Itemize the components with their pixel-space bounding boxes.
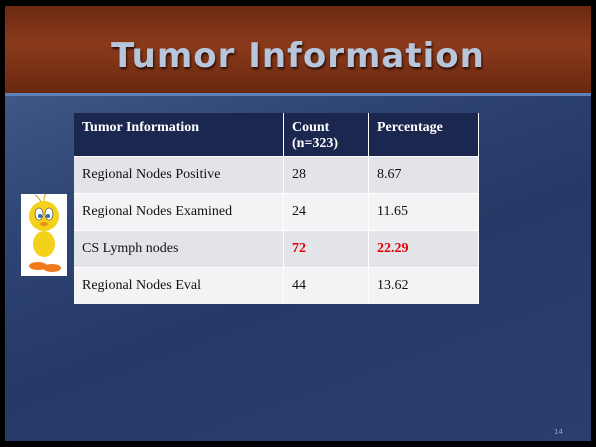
page-number: 14: [554, 428, 563, 436]
table-cell: 28: [284, 157, 369, 194]
page: Tumor Information Tumor InformationCount…: [0, 0, 596, 447]
tweety-image: [21, 194, 67, 276]
header-cell: Count (n=323): [284, 113, 369, 157]
table-cell: Regional Nodes Eval: [74, 268, 284, 305]
table-cell: 24: [284, 194, 369, 231]
header-cell: Percentage: [369, 113, 479, 157]
table-cell: 44: [284, 268, 369, 305]
table-cell: 13.62: [369, 268, 479, 305]
table-cell: 72: [284, 231, 369, 268]
title-rule: [5, 93, 591, 96]
table-cell: 22.29: [369, 231, 479, 268]
header-cell: Tumor Information: [74, 113, 284, 157]
table-cell: Regional Nodes Positive: [74, 157, 284, 194]
table-cell: 8.67: [369, 157, 479, 194]
table-cell: 11.65: [369, 194, 479, 231]
table-cell: CS Lymph nodes: [74, 231, 284, 268]
slide-title: Tumor Information: [5, 36, 591, 76]
table-cell: Regional Nodes Examined: [74, 194, 284, 231]
